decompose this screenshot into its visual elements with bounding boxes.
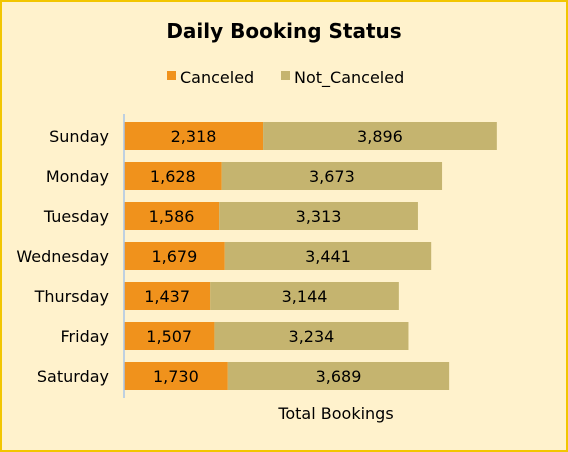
bar-tuesday-not-canceled bbox=[219, 202, 418, 230]
bar-friday-canceled bbox=[124, 322, 215, 350]
legend-item-canceled: Canceled bbox=[167, 68, 254, 87]
category-label-monday: Monday bbox=[46, 167, 109, 186]
category-label-tuesday: Tuesday bbox=[43, 207, 109, 226]
x-axis-title: Total Bookings bbox=[277, 404, 393, 423]
data-label-thursday-canceled: 1,437 bbox=[144, 287, 190, 306]
category-label-wednesday: Wednesday bbox=[16, 247, 109, 266]
data-label-friday-canceled: 1,507 bbox=[146, 327, 192, 346]
data-label-thursday-not-canceled: 3,144 bbox=[282, 287, 328, 306]
legend-item-not-canceled: Not_Canceled bbox=[281, 68, 404, 88]
bar-monday-not-canceled bbox=[221, 162, 443, 190]
category-label-friday: Friday bbox=[61, 327, 110, 346]
bar-wednesday-canceled bbox=[124, 242, 225, 270]
bar-sunday-canceled bbox=[124, 122, 264, 150]
data-label-sunday-canceled: 2,318 bbox=[171, 127, 217, 146]
bar-saturday-canceled bbox=[124, 362, 228, 390]
bar-sunday-not-canceled bbox=[263, 122, 497, 150]
data-label-sunday-not-canceled: 3,896 bbox=[357, 127, 403, 146]
bars: Sunday 2,318 3,896 Monday 1,628 3,673 Tuesday 1… bbox=[16, 122, 497, 390]
bar-friday-not-canceled bbox=[214, 322, 409, 350]
data-label-tuesday-not-canceled: 3,313 bbox=[296, 207, 342, 226]
bar-tuesday-canceled bbox=[124, 202, 220, 230]
category-label-sunday: Sunday bbox=[49, 127, 109, 146]
bar-monday-canceled bbox=[124, 162, 222, 190]
legend-label-not-canceled: Not_Canceled bbox=[294, 68, 404, 88]
legend: Canceled Not_Canceled bbox=[167, 68, 404, 88]
data-label-saturday-not-canceled: 3,689 bbox=[316, 367, 362, 386]
bar-thursday-canceled bbox=[124, 282, 211, 310]
bar-wednesday-not-canceled bbox=[224, 242, 432, 270]
data-label-saturday-canceled: 1,730 bbox=[153, 367, 199, 386]
legend-swatch-canceled bbox=[167, 71, 176, 80]
data-label-tuesday-canceled: 1,586 bbox=[149, 207, 195, 226]
data-label-monday-not-canceled: 3,673 bbox=[309, 167, 355, 186]
data-label-friday-not-canceled: 3,234 bbox=[289, 327, 335, 346]
legend-label-canceled: Canceled bbox=[180, 68, 254, 87]
chart-title: Daily Booking Status bbox=[166, 19, 402, 43]
category-label-saturday: Saturday bbox=[37, 367, 109, 386]
category-label-thursday: Thursday bbox=[34, 287, 109, 306]
legend-swatch-not-canceled bbox=[281, 71, 290, 80]
data-label-wednesday-canceled: 1,679 bbox=[151, 247, 197, 266]
bar-thursday-not-canceled bbox=[210, 282, 399, 310]
data-label-wednesday-not-canceled: 3,441 bbox=[305, 247, 351, 266]
data-label-monday-canceled: 1,628 bbox=[150, 167, 196, 186]
bar-saturday-not-canceled bbox=[227, 362, 450, 390]
